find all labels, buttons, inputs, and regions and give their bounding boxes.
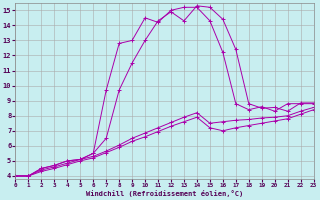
X-axis label: Windchill (Refroidissement éolien,°C): Windchill (Refroidissement éolien,°C) (86, 190, 243, 197)
